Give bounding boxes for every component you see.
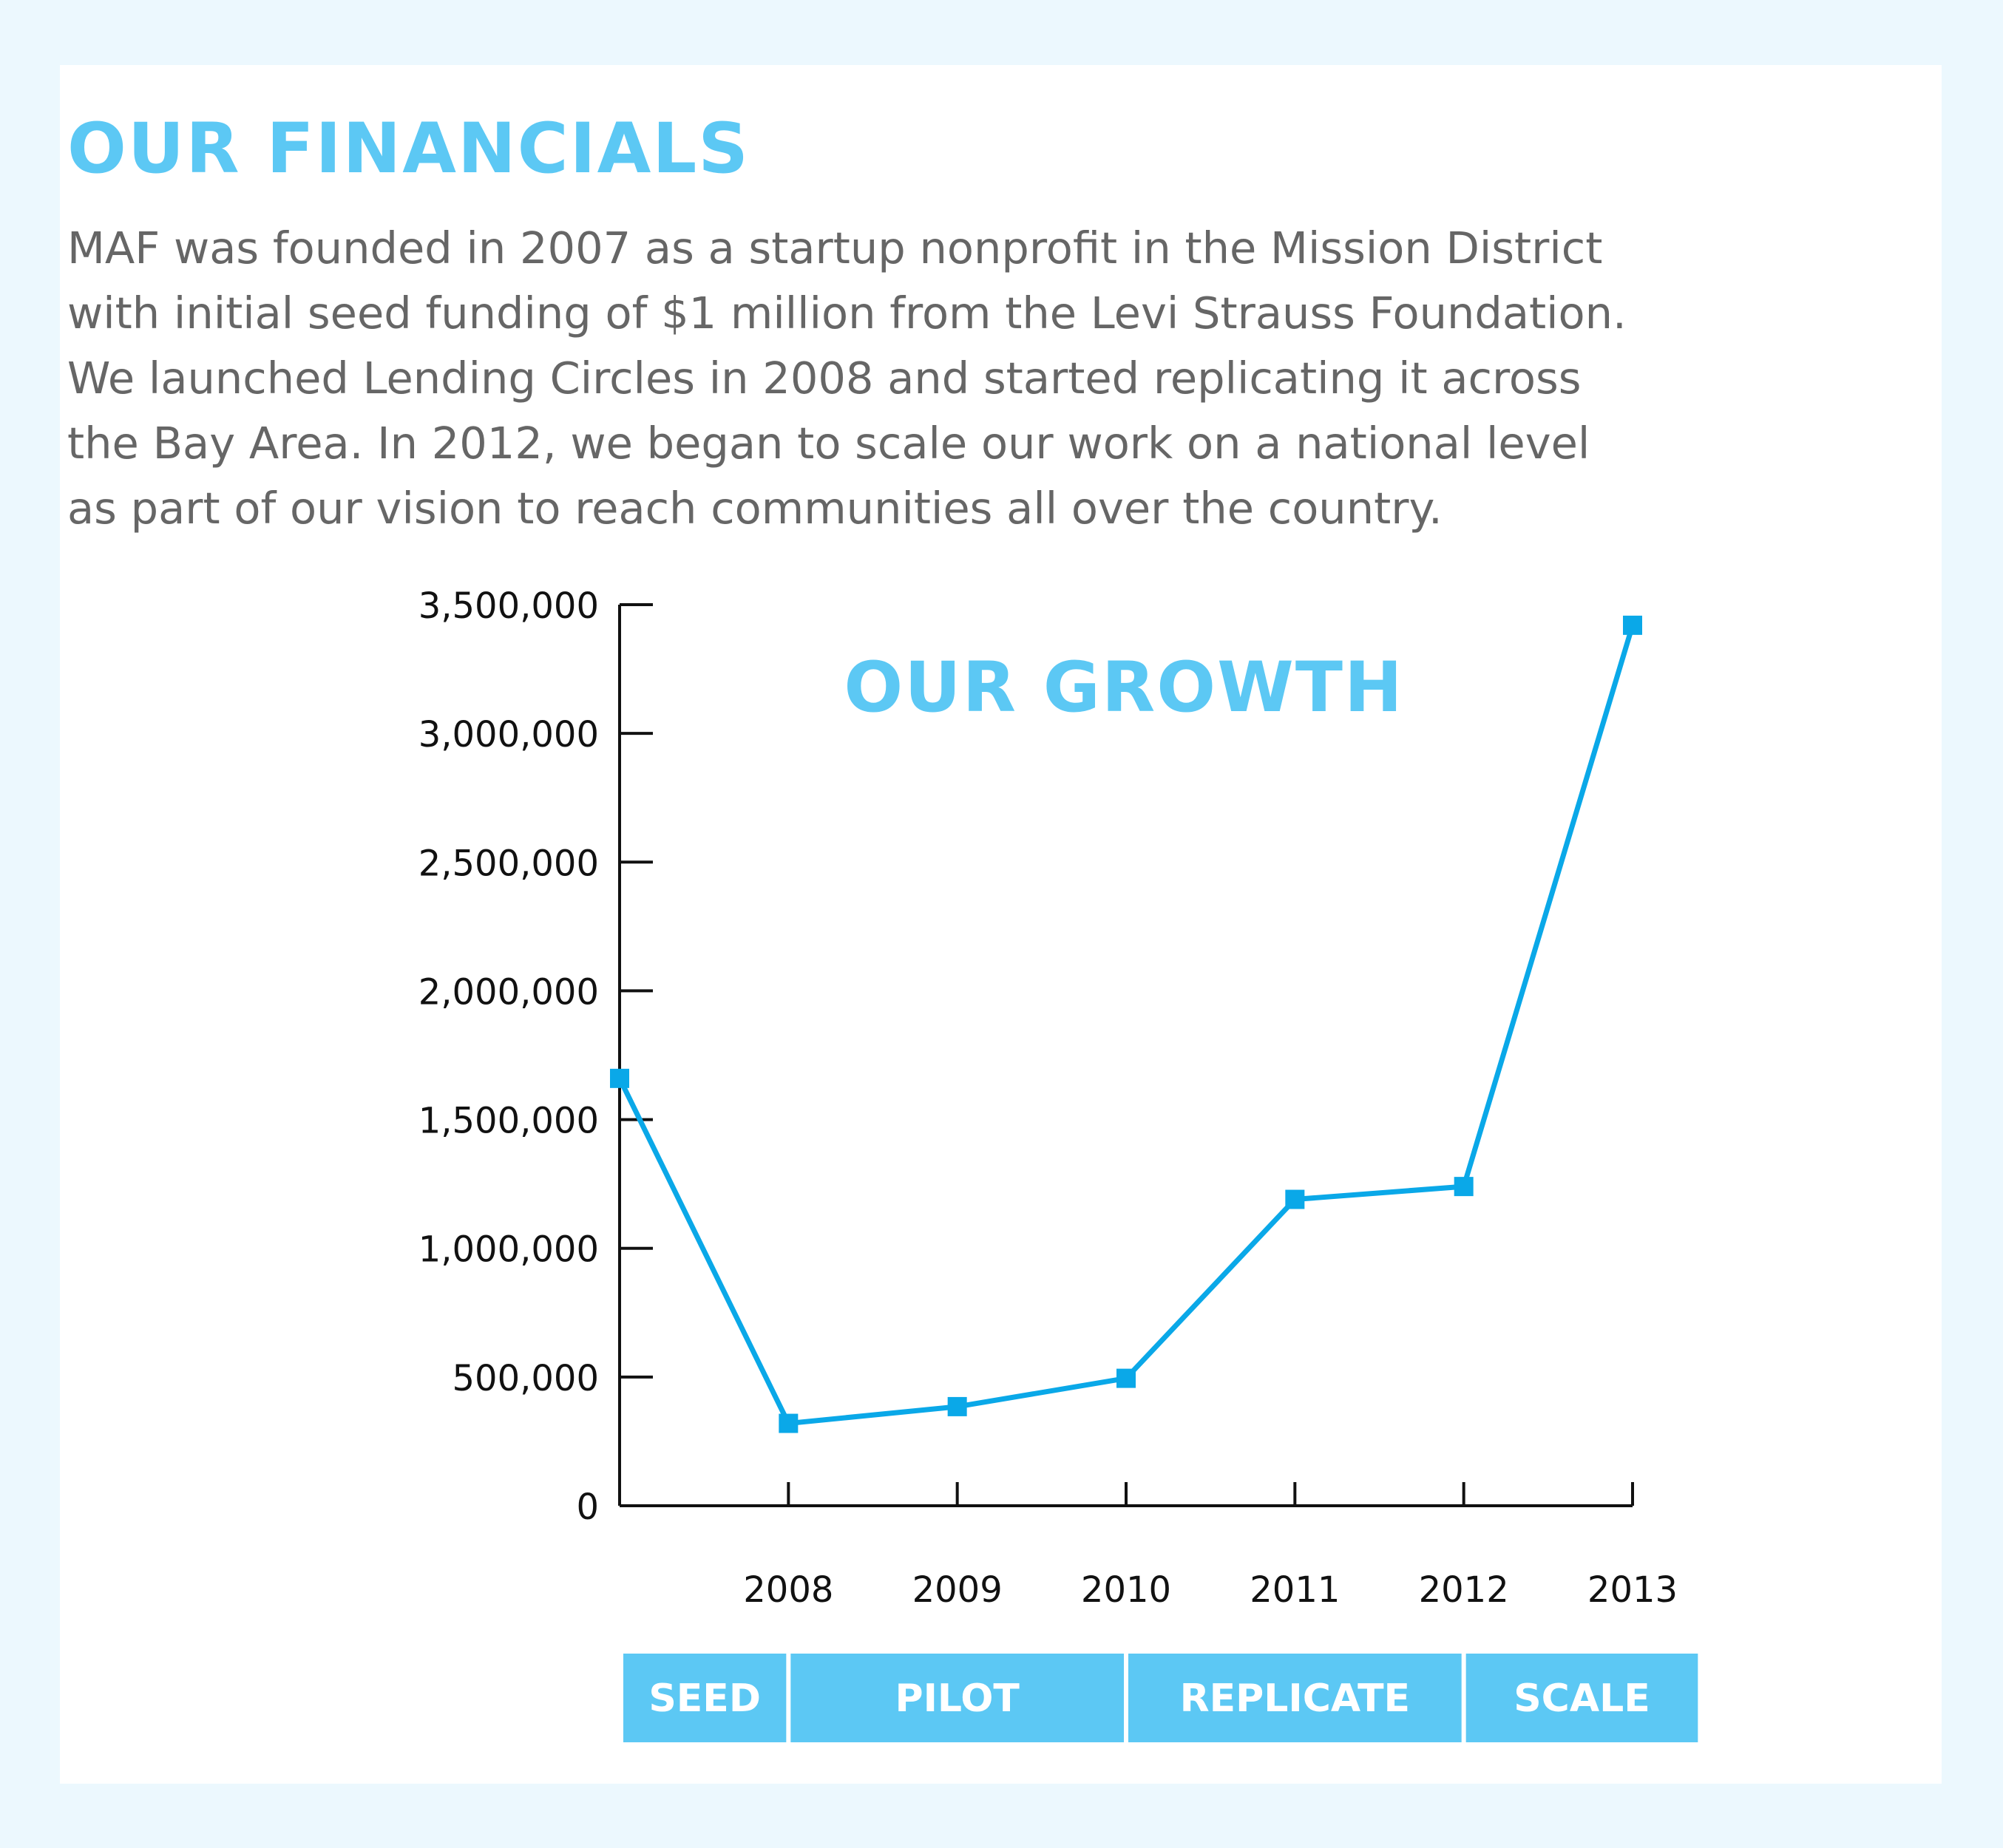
y-tick-label: 1,500,000	[418, 1101, 599, 1142]
data-point-marker	[947, 1396, 967, 1416]
phase-band-segment	[1128, 1654, 1462, 1742]
y-tick-label: 0	[576, 1487, 599, 1528]
intro-line: as part of our vision to reach communiti…	[67, 483, 1443, 534]
y-tick-label: 2,500,000	[418, 843, 599, 884]
data-point-marker	[779, 1413, 799, 1433]
phase-band-segment	[790, 1654, 1124, 1742]
data-point-marker	[1285, 1189, 1305, 1209]
y-tick-label: 500,000	[453, 1358, 600, 1399]
content-card	[60, 65, 1942, 1784]
phase-label: SEED	[648, 1677, 761, 1721]
data-point-marker	[610, 1068, 629, 1088]
intro-line: with initial seed funding of $1 million …	[67, 288, 1627, 339]
y-tick-label: 3,000,000	[418, 714, 599, 755]
x-tick-label: 2012	[1419, 1569, 1509, 1611]
intro-paragraph: MAF was founded in 2007 as a startup non…	[67, 216, 1857, 541]
intro-line: MAF was founded in 2007 as a startup non…	[67, 222, 1603, 274]
y-tick-label: 1,000,000	[418, 1229, 599, 1271]
y-tick-label: 2,000,000	[418, 971, 599, 1013]
y-tick-label: 3,500,000	[418, 585, 599, 627]
chart-title: OUR GROWTH	[844, 648, 1403, 728]
data-point-marker	[1116, 1368, 1136, 1388]
phase-band-segment	[1465, 1654, 1698, 1742]
phase-label: PILOT	[895, 1677, 1020, 1721]
phase-band-segment	[623, 1654, 787, 1742]
phase-label: REPLICATE	[1180, 1677, 1411, 1721]
data-point-marker	[1623, 615, 1642, 635]
page-heading: OUR FINANCIALS	[67, 109, 750, 189]
x-tick-label: 2013	[1587, 1569, 1678, 1611]
phase-label: SCALE	[1514, 1677, 1650, 1721]
series-line	[617, 624, 1636, 1427]
x-tick-label: 2009	[912, 1569, 1003, 1611]
data-point-marker	[1454, 1177, 1474, 1197]
intro-line: We launched Lending Circles in 2008 and …	[67, 353, 1582, 404]
x-tick-label: 2008	[743, 1569, 833, 1611]
intro-line: the Bay Area. In 2012, we began to scale…	[67, 418, 1590, 469]
x-tick-label: 2011	[1250, 1569, 1340, 1611]
x-tick-label: 2010	[1081, 1569, 1171, 1611]
